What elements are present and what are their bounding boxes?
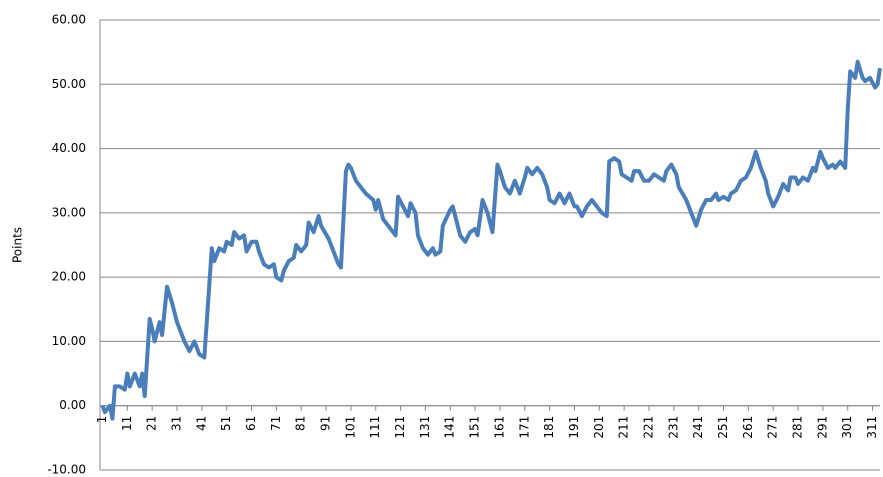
x-tick-label: 261 [741, 416, 755, 439]
x-tick-label: 31 [170, 416, 184, 431]
x-tick-label: 131 [418, 416, 432, 439]
x-tick-label: 61 [244, 416, 258, 431]
x-tick-label: 21 [145, 416, 159, 431]
y-tick-label: 30.00 [52, 205, 86, 219]
y-tick-label: -10.00 [47, 463, 86, 477]
x-tick-label: 301 [840, 416, 854, 439]
x-tick-label: 111 [368, 416, 382, 439]
x-tick-label: 291 [815, 416, 829, 439]
x-tick-label: 141 [443, 416, 457, 439]
x-tick-label: 211 [617, 416, 631, 439]
y-tick-label: 0.00 [59, 398, 86, 412]
x-tick-label: 41 [194, 416, 208, 431]
x-tick-label: 181 [542, 416, 556, 439]
x-tick-label: 251 [716, 416, 730, 439]
x-tick-label: 1 [95, 416, 109, 424]
x-tick-label: 201 [592, 416, 606, 439]
x-tick-label: 101 [343, 416, 357, 439]
x-tick-label: 121 [393, 416, 407, 439]
y-tick-label: 20.00 [52, 270, 86, 284]
x-tick-label: 311 [865, 416, 879, 439]
x-tick-label: 151 [468, 416, 482, 439]
x-tick-label: 231 [666, 416, 680, 439]
x-tick-label: 81 [294, 416, 308, 431]
x-tick-label: 161 [492, 416, 506, 439]
x-tick-label: 71 [269, 416, 283, 431]
y-tick-label: 50.00 [52, 77, 86, 91]
x-tick-label: 171 [517, 416, 531, 439]
x-tick-label: 11 [120, 416, 134, 431]
x-tick-label: 271 [766, 416, 780, 439]
x-tick-label: 51 [219, 416, 233, 431]
y-tick-label: 40.00 [52, 141, 86, 155]
y-axis-label: Points [11, 227, 25, 263]
x-tick-label: 281 [791, 416, 805, 439]
x-tick-label: 221 [641, 416, 655, 439]
y-tick-label: 10.00 [52, 334, 86, 348]
y-tick-label: 60.00 [52, 13, 86, 27]
x-tick-label: 241 [691, 416, 705, 439]
x-tick-label: 91 [319, 416, 333, 431]
data-line [100, 59, 882, 421]
x-tick-label: 191 [567, 416, 581, 439]
